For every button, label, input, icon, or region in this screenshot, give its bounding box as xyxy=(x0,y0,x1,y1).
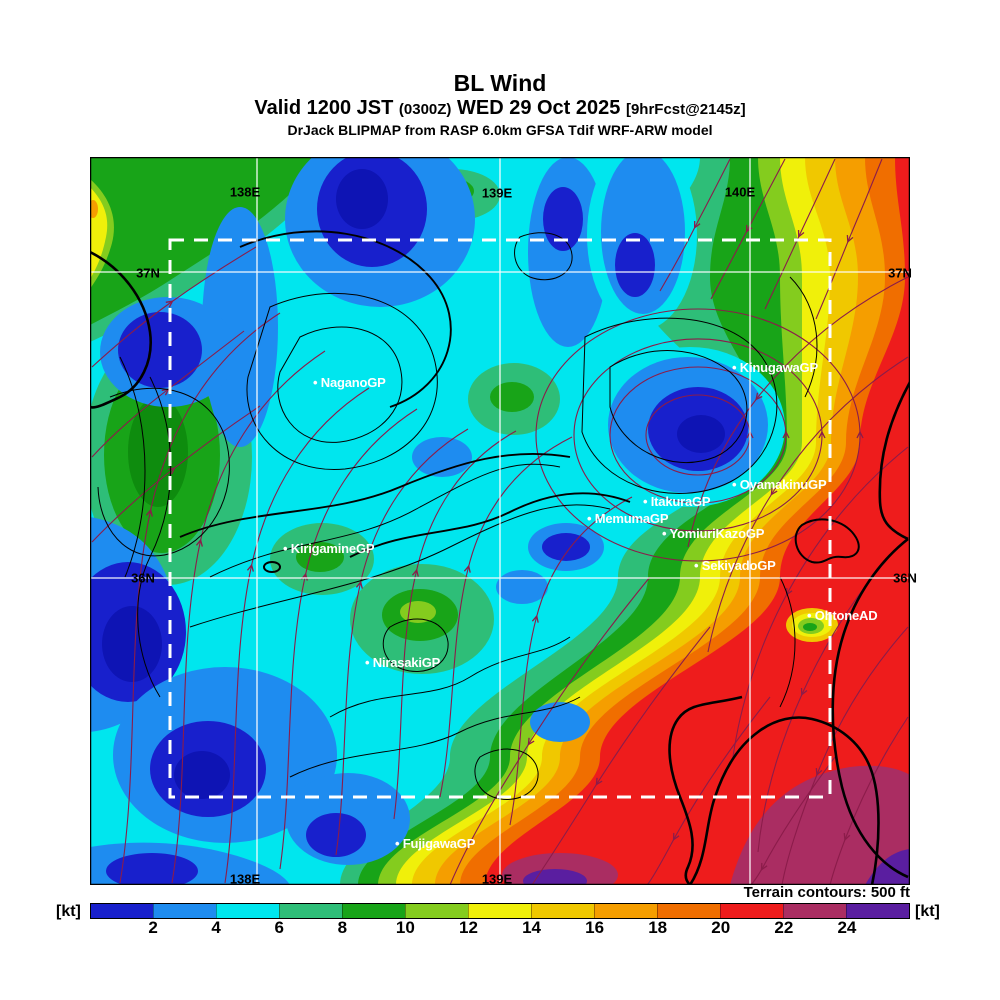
valid-time-line: Valid 1200 JST (0300Z) WED 29 Oct 2025 [… xyxy=(0,97,1000,120)
colorbar-unit-right: [kt] xyxy=(915,903,940,920)
colorbar-tick: 12 xyxy=(458,918,478,937)
wind-map-svg xyxy=(89,156,911,886)
page-title: BL Wind xyxy=(453,70,547,96)
colorbar-segment xyxy=(279,904,342,918)
wind-map xyxy=(89,156,911,886)
terrain-contours-note: Terrain contours: 500 ft xyxy=(743,884,910,901)
valid-date: WED 29 Oct 2025 xyxy=(456,97,621,119)
colorbar-tick: 22 xyxy=(774,918,794,937)
colorbar-segment xyxy=(720,904,783,918)
colorbar-tick: 16 xyxy=(585,918,605,937)
colorbar-segment xyxy=(468,904,531,918)
valid-fcst: [9hrFcst@2145z] xyxy=(625,101,746,118)
colorbar-segment xyxy=(846,904,909,918)
valid-zulu: (0300Z) xyxy=(398,101,452,118)
colorbar-segments xyxy=(90,903,910,919)
colorbar-segment xyxy=(657,904,720,918)
model-line: DrJack BLIPMAP from RASP 6.0km GFSA Tdif… xyxy=(287,122,713,138)
colorbar-segment xyxy=(153,904,216,918)
colorbar-tick: 2 xyxy=(148,918,158,937)
colorbar-segment xyxy=(216,904,279,918)
colorbar-segment xyxy=(783,904,846,918)
colorbar-tick: 20 xyxy=(711,918,731,937)
valid-main: Valid 1200 JST xyxy=(254,97,394,119)
colorbar-segment xyxy=(91,904,153,918)
colorbar-tick: 8 xyxy=(337,918,348,937)
colorbar-tick: 18 xyxy=(648,918,668,937)
colorbar-tick: 10 xyxy=(395,918,415,937)
colorbar-ticks: 2 4 6 8 10 12 14 16 18 20 22 24 xyxy=(90,918,910,940)
colorbar-segment xyxy=(531,904,594,918)
colorbar-segment xyxy=(594,904,657,918)
colorbar-segment xyxy=(405,904,468,918)
colorbar-segment xyxy=(342,904,405,918)
colorbar-unit-left: [kt] xyxy=(56,903,81,920)
colorbar-tick: 6 xyxy=(274,918,284,937)
colorbar-tick: 4 xyxy=(211,918,221,937)
colorbar-tick: 24 xyxy=(837,918,857,937)
colorbar-tick: 14 xyxy=(522,918,541,937)
